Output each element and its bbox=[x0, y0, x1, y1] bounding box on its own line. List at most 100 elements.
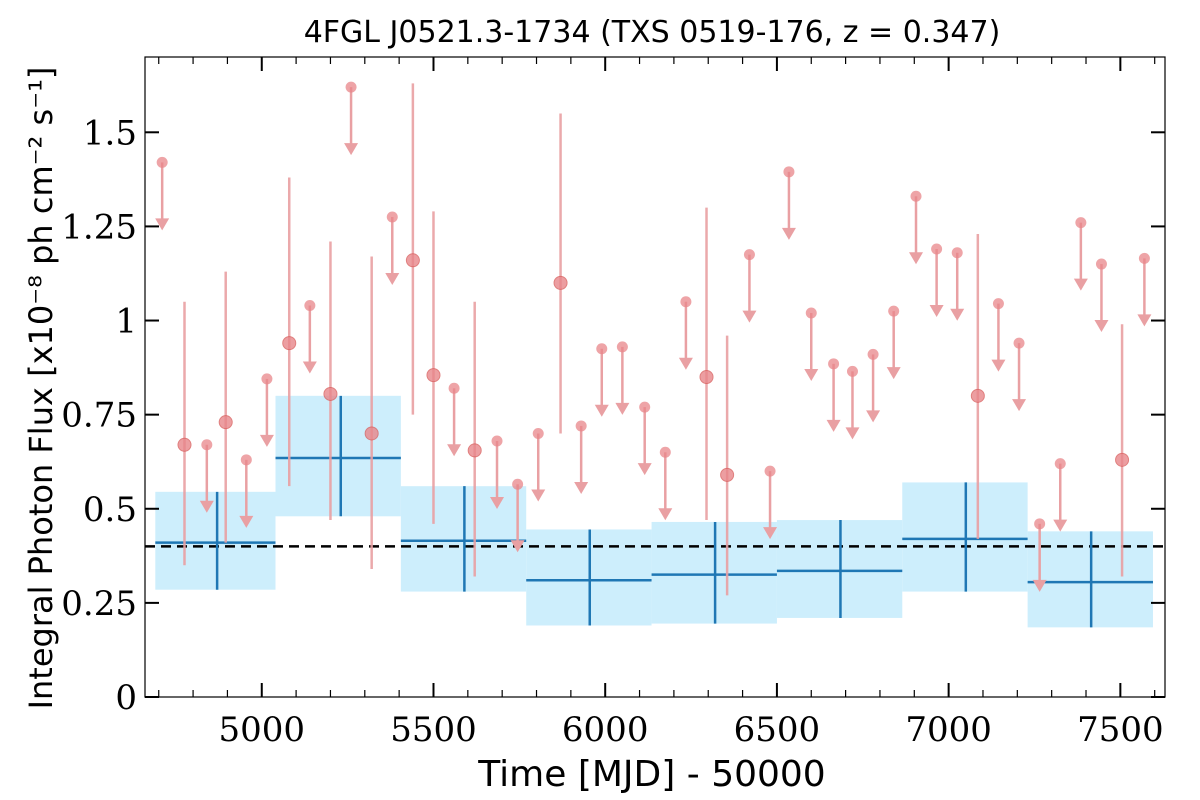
upper-limit-point bbox=[828, 358, 840, 370]
upper-limit-arrow-head bbox=[531, 489, 546, 502]
detection-point bbox=[1115, 452, 1130, 467]
upper-limit-arrow-head bbox=[1032, 579, 1047, 592]
detection-point bbox=[405, 253, 420, 268]
upper-limit-arrow-head bbox=[781, 227, 796, 240]
plot-frame bbox=[144, 56, 1166, 698]
upper-limit-point bbox=[448, 382, 460, 394]
upper-limit-point bbox=[532, 427, 544, 439]
y-tick-label: 0.25 bbox=[61, 584, 137, 624]
upper-limit-point bbox=[743, 249, 755, 261]
x-tick-label: 5000 bbox=[219, 710, 306, 750]
upper-limit-arrow-head bbox=[510, 540, 525, 553]
y-tick-label: 0 bbox=[115, 678, 137, 718]
detection-point bbox=[970, 388, 985, 403]
upper-limit-arrow-head bbox=[1012, 399, 1027, 412]
bin-band-layer bbox=[155, 395, 1153, 628]
upper-limit-point bbox=[867, 348, 879, 360]
upper-limit-point bbox=[386, 211, 398, 223]
y-tick-label: 1 bbox=[115, 302, 137, 342]
upper-limit-arrow-head bbox=[991, 359, 1006, 372]
upper-limit-point bbox=[1138, 252, 1150, 264]
upper-limit-arrow-head bbox=[199, 500, 214, 513]
upper-limit-arrow-head bbox=[909, 252, 924, 265]
y-axis-title: Integral Photon Flux [x10⁻⁸ ph cm⁻² s⁻¹] bbox=[22, 67, 60, 710]
upper-limit-point bbox=[261, 373, 273, 385]
detection-point bbox=[720, 467, 735, 482]
upper-limit-point bbox=[680, 296, 692, 308]
detection-point bbox=[282, 336, 297, 351]
detection-point bbox=[699, 370, 714, 384]
upper-limit-arrow-head bbox=[742, 310, 757, 323]
upper-limit-arrow-head bbox=[344, 143, 359, 156]
detection-point bbox=[467, 443, 482, 458]
upper-limit-point bbox=[616, 341, 628, 353]
upper-limit-point bbox=[951, 247, 963, 259]
upper-limit-point bbox=[575, 420, 587, 432]
upper-limit-arrow-head bbox=[615, 402, 630, 415]
upper-limit-arrow-head bbox=[239, 515, 254, 528]
upper-limit-point bbox=[304, 299, 316, 311]
upper-limit-point bbox=[639, 401, 651, 413]
upper-limit-point bbox=[1095, 258, 1107, 270]
upper-limit-arrow-head bbox=[447, 444, 462, 457]
upper-limit-arrow-head bbox=[302, 361, 317, 374]
upper-limit-arrow-head bbox=[678, 357, 693, 370]
upper-limit-arrow-head bbox=[1094, 320, 1109, 333]
upper-limit-point bbox=[1054, 458, 1066, 470]
upper-limit-point bbox=[931, 243, 943, 255]
detection-point bbox=[553, 275, 568, 290]
y-tick-label: 1.5 bbox=[83, 113, 137, 153]
upper-limit-arrow-head bbox=[886, 367, 901, 380]
bin-crosses-layer bbox=[155, 395, 1153, 628]
upper-limit-arrow-head bbox=[826, 419, 841, 432]
x-tick-label: 6000 bbox=[562, 710, 649, 750]
upper-limit-arrow-head bbox=[950, 308, 965, 321]
bin-band bbox=[275, 395, 401, 517]
axes-layer: 5000 5500 6000 6500 7000 7500 0 0.25 0.5 0.75 1 1.2… bbox=[61, 56, 1166, 750]
chart-title: 4FGL J0521.3-1734 (TXS 0519-176, z = 0.3… bbox=[304, 15, 1001, 50]
detection-point bbox=[218, 415, 233, 430]
detection-point bbox=[364, 426, 379, 441]
upper-limit-point bbox=[491, 435, 503, 447]
x-axis-title: Time [MJD] - 50000 bbox=[477, 754, 825, 795]
upper-limit-point bbox=[1075, 217, 1087, 229]
upper-limit-arrow-head bbox=[1053, 519, 1068, 532]
x-tick-label: 7000 bbox=[905, 710, 992, 750]
upper-limit-arrow-head bbox=[594, 404, 609, 417]
upper-limit-point bbox=[156, 156, 168, 168]
upper-limit-arrow-head bbox=[866, 410, 881, 423]
upper-limit-point bbox=[1034, 518, 1046, 530]
y-tick-label: 1.25 bbox=[61, 207, 137, 247]
upper-limit-arrow-head bbox=[155, 218, 170, 231]
upper-limit-arrow-head bbox=[929, 305, 944, 317]
upper-limit-point bbox=[992, 298, 1004, 310]
x-tick-label: 7500 bbox=[1077, 710, 1164, 750]
upper-limit-arrow-head bbox=[259, 434, 274, 447]
detection-point bbox=[426, 368, 441, 383]
upper-limit-arrow-head bbox=[574, 481, 589, 494]
upper-limit-arrow-head bbox=[637, 463, 652, 476]
upper-limit-point bbox=[1013, 337, 1025, 349]
upper-limit-point bbox=[888, 305, 900, 317]
upper-limit-point bbox=[783, 166, 795, 178]
upper-limit-arrow-head bbox=[845, 427, 860, 440]
upper-limit-arrow-head bbox=[385, 273, 400, 285]
upper-limit-arrow-head bbox=[763, 527, 778, 540]
upper-limit-arrow-head bbox=[490, 497, 505, 509]
upper-limit-point bbox=[764, 465, 776, 477]
upper-limit-arrow-head bbox=[804, 369, 819, 381]
upper-limit-point bbox=[805, 307, 817, 319]
upper-limit-point bbox=[240, 454, 252, 466]
upper-limit-point bbox=[846, 365, 858, 377]
bin-band bbox=[155, 491, 276, 590]
upper-limit-point bbox=[596, 343, 608, 355]
detection-point bbox=[177, 437, 192, 452]
upper-limit-point bbox=[512, 478, 524, 490]
upper-limit-point bbox=[201, 439, 213, 451]
x-tick-label: 6500 bbox=[734, 710, 821, 750]
upper-limit-point bbox=[345, 81, 357, 93]
upper-limit-arrow-head bbox=[658, 508, 673, 521]
upper-limit-point bbox=[659, 446, 671, 458]
